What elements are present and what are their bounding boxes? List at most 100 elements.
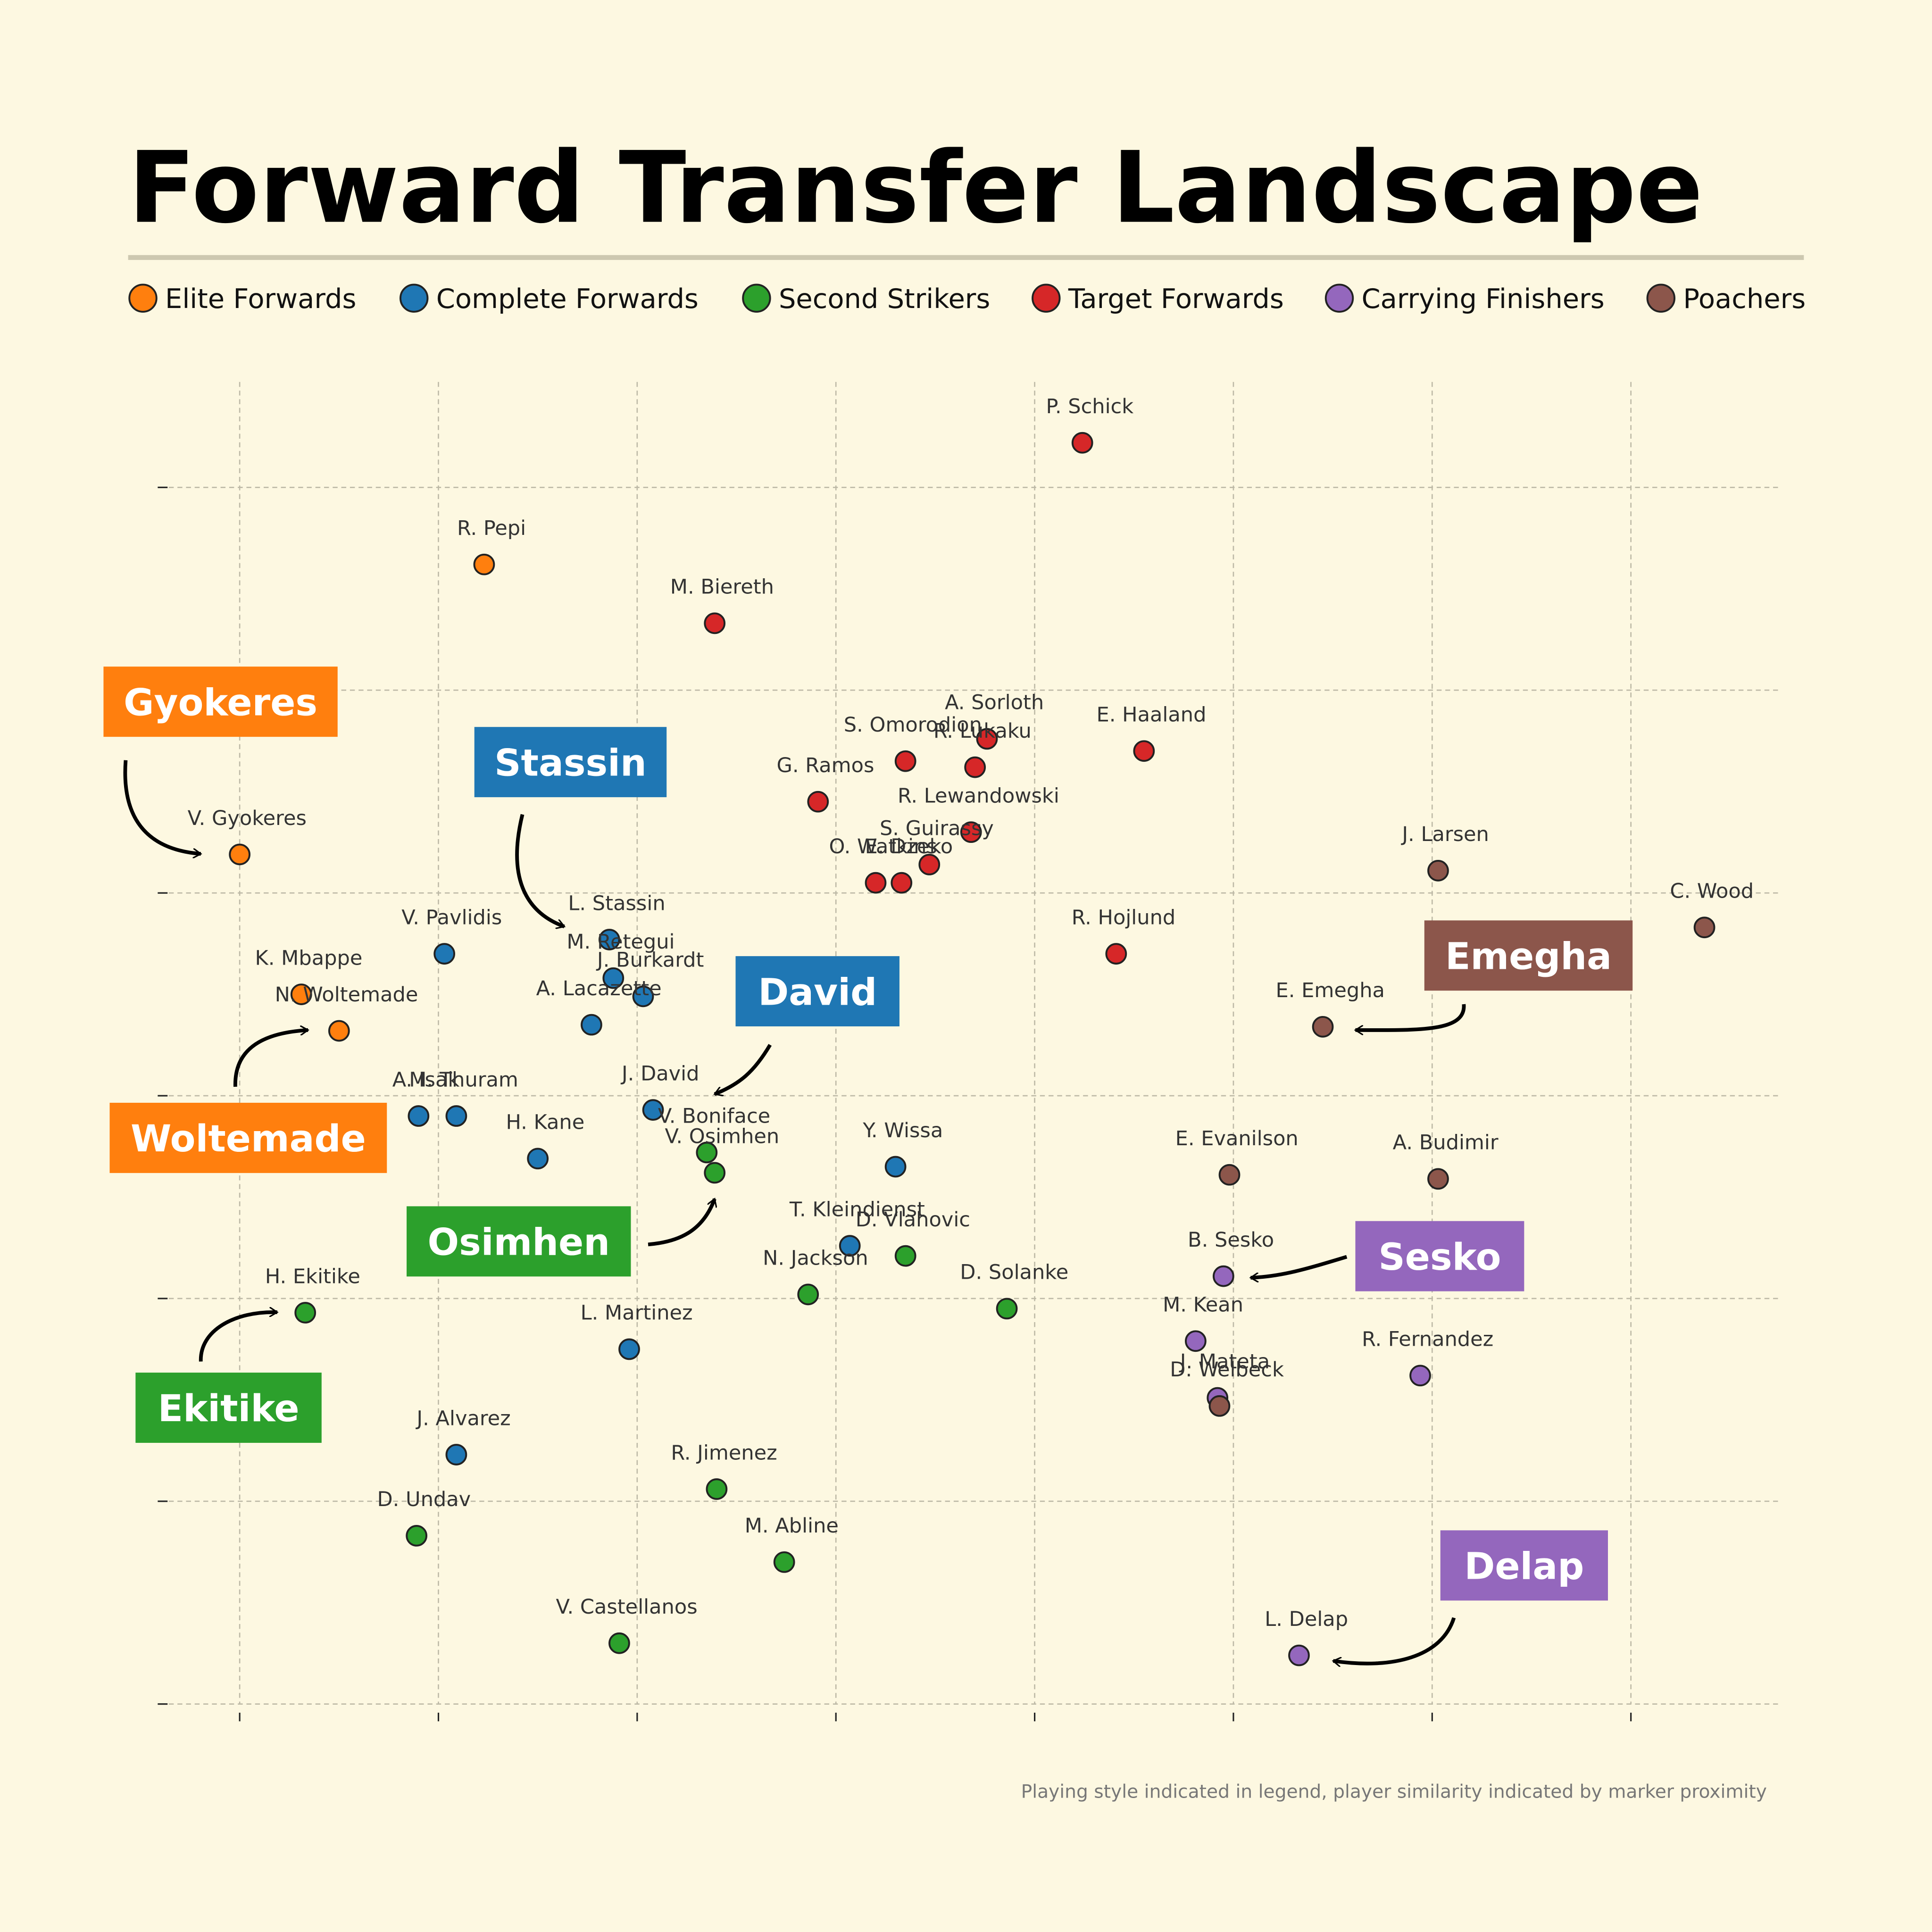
point-label: O. Watkins: [829, 835, 937, 858]
data-point: [433, 943, 455, 965]
point-label: M. Thuram: [409, 1068, 518, 1091]
data-point: [976, 728, 998, 750]
point-label: V. Gyokeres: [188, 807, 307, 830]
point-label: L. Martinez: [581, 1301, 693, 1325]
data-point: [1693, 916, 1715, 939]
point-label: J. David: [620, 1062, 700, 1085]
data-point: [1427, 859, 1449, 882]
data-point: [960, 821, 982, 843]
point-label: R. Lukaku: [933, 719, 1032, 743]
annotation-arrow: [1250, 1255, 1348, 1277]
legend-label: Carrying Finishers: [1362, 283, 1605, 315]
annotation-box: [407, 1206, 631, 1277]
data-point: [696, 1141, 718, 1164]
data-point: [918, 854, 941, 875]
annotation-box: [735, 956, 899, 1026]
annotation-text: Delap: [1464, 1545, 1584, 1588]
data-point: [797, 1283, 819, 1306]
data-point: [445, 1105, 467, 1127]
legend-marker: [1324, 283, 1354, 313]
data-point: [294, 1302, 316, 1324]
point-label: K. Mbappe: [255, 946, 363, 970]
legend-marker: [400, 283, 429, 313]
point-label: M. Retegui: [566, 930, 675, 954]
annotation-box: [103, 666, 338, 737]
data-point: [1312, 1016, 1334, 1038]
annotation-arrow: [1333, 1617, 1456, 1664]
point-label: T. Kleindienst: [789, 1198, 925, 1221]
point-label: N. Jackson: [763, 1247, 868, 1270]
point-label: D. Vlahovic: [856, 1208, 970, 1232]
point-label: R. Jimenez: [671, 1441, 777, 1465]
data-point: [891, 872, 913, 894]
annotation-text: David: [758, 971, 877, 1014]
annotation-text: Ekitike: [158, 1387, 300, 1430]
point-label: J. Alvarez: [415, 1407, 510, 1430]
point-label: G. Ramos: [776, 754, 874, 777]
annotation-text: Gyokeres: [124, 681, 317, 724]
data-point: [865, 872, 887, 894]
point-label: R. Pepi: [457, 516, 526, 540]
data-point: [894, 750, 916, 772]
data-point: [773, 1551, 795, 1573]
annotation-arrow: [1355, 1004, 1466, 1030]
chart-title: Forward Transfer Landscape: [128, 131, 1703, 245]
annotation-arrow: [123, 760, 200, 854]
point-label: M. Abline: [745, 1514, 839, 1538]
data-point: [642, 1099, 664, 1121]
legend-label: Elite Forwards: [165, 283, 356, 315]
data-point: [807, 791, 829, 813]
point-label: V. Boniface: [658, 1105, 770, 1128]
point-label: J. Mateta: [1179, 1350, 1270, 1374]
data-point: [1185, 1330, 1207, 1352]
point-label: H. Kane: [506, 1111, 584, 1134]
data-point: [1105, 943, 1127, 965]
point-label: P. Schick: [1046, 395, 1134, 418]
data-point: [406, 1525, 428, 1547]
point-label: E. Evanilson: [1175, 1127, 1299, 1150]
point-label: J. Larsen: [1400, 823, 1489, 846]
data-point: [964, 756, 986, 778]
data-point: [1427, 1168, 1449, 1190]
point-label: S. Guirassy: [880, 816, 994, 840]
point-label: L. Stassin: [568, 891, 665, 915]
point-label: V. Osimhen: [665, 1125, 779, 1149]
data-point: [1213, 1265, 1234, 1287]
point-label: A. Sorloth: [945, 691, 1044, 715]
annotation-box: [1424, 920, 1633, 991]
data-point: [473, 553, 495, 575]
annotation-box: [1355, 1221, 1524, 1291]
point-label: D. Welbeck: [1170, 1358, 1284, 1382]
point-label: A. Isak: [392, 1068, 460, 1091]
point-label: M. Kean: [1163, 1293, 1243, 1317]
annotation-box: [109, 1102, 387, 1173]
data-point: [894, 1245, 916, 1267]
data-point: [599, 929, 620, 950]
point-label: Y. Wissa: [862, 1119, 943, 1142]
annotation-text: Woltemade: [131, 1117, 366, 1160]
point-label: L. Delap: [1265, 1607, 1348, 1631]
point-label: D. Solanke: [960, 1261, 1068, 1284]
data-point: [632, 985, 654, 1008]
legend-marker: [1032, 283, 1061, 313]
data-point: [1071, 432, 1093, 454]
annotation-arrow: [648, 1199, 715, 1247]
annotation-arrow: [515, 814, 564, 927]
legend-marker: [128, 283, 158, 313]
data-point: [996, 1298, 1018, 1320]
data-point: [1409, 1365, 1431, 1387]
point-label: M. Biereth: [670, 575, 774, 599]
data-point: [229, 843, 250, 866]
legend-label: Complete Forwards: [436, 283, 699, 315]
point-label: R. Fernandez: [1362, 1328, 1493, 1351]
point-label: S. Omorodion: [844, 713, 982, 737]
point-label: A. Lacazette: [536, 977, 662, 1000]
point-label: C. Wood: [1670, 880, 1754, 903]
point-label: B. Sesko: [1188, 1228, 1274, 1252]
data-point: [839, 1235, 861, 1257]
point-label: A. Budimir: [1393, 1131, 1499, 1155]
point-label: E. Emegha: [1276, 979, 1385, 1002]
data-point: [527, 1148, 549, 1170]
data-point: [1133, 740, 1155, 762]
